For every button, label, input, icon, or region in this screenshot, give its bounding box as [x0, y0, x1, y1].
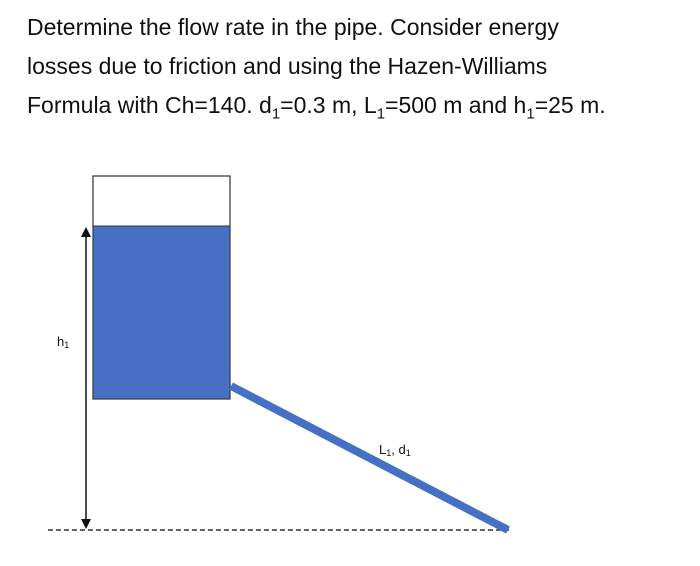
problem-line-2: losses due to friction and using the Haz…	[27, 53, 548, 79]
head-label: h1	[57, 334, 69, 350]
problem-statement: Determine the flow rate in the pipe. Con…	[27, 8, 687, 125]
tank-water	[92, 225, 231, 400]
problem-line-1: Determine the flow rate in the pipe. Con…	[27, 14, 559, 40]
problem-line-3: Formula with Ch=140. d1=0.3 m, L1=500 m …	[27, 92, 606, 123]
pipe	[229, 382, 510, 534]
pipe-label: L1, d1	[379, 442, 411, 458]
